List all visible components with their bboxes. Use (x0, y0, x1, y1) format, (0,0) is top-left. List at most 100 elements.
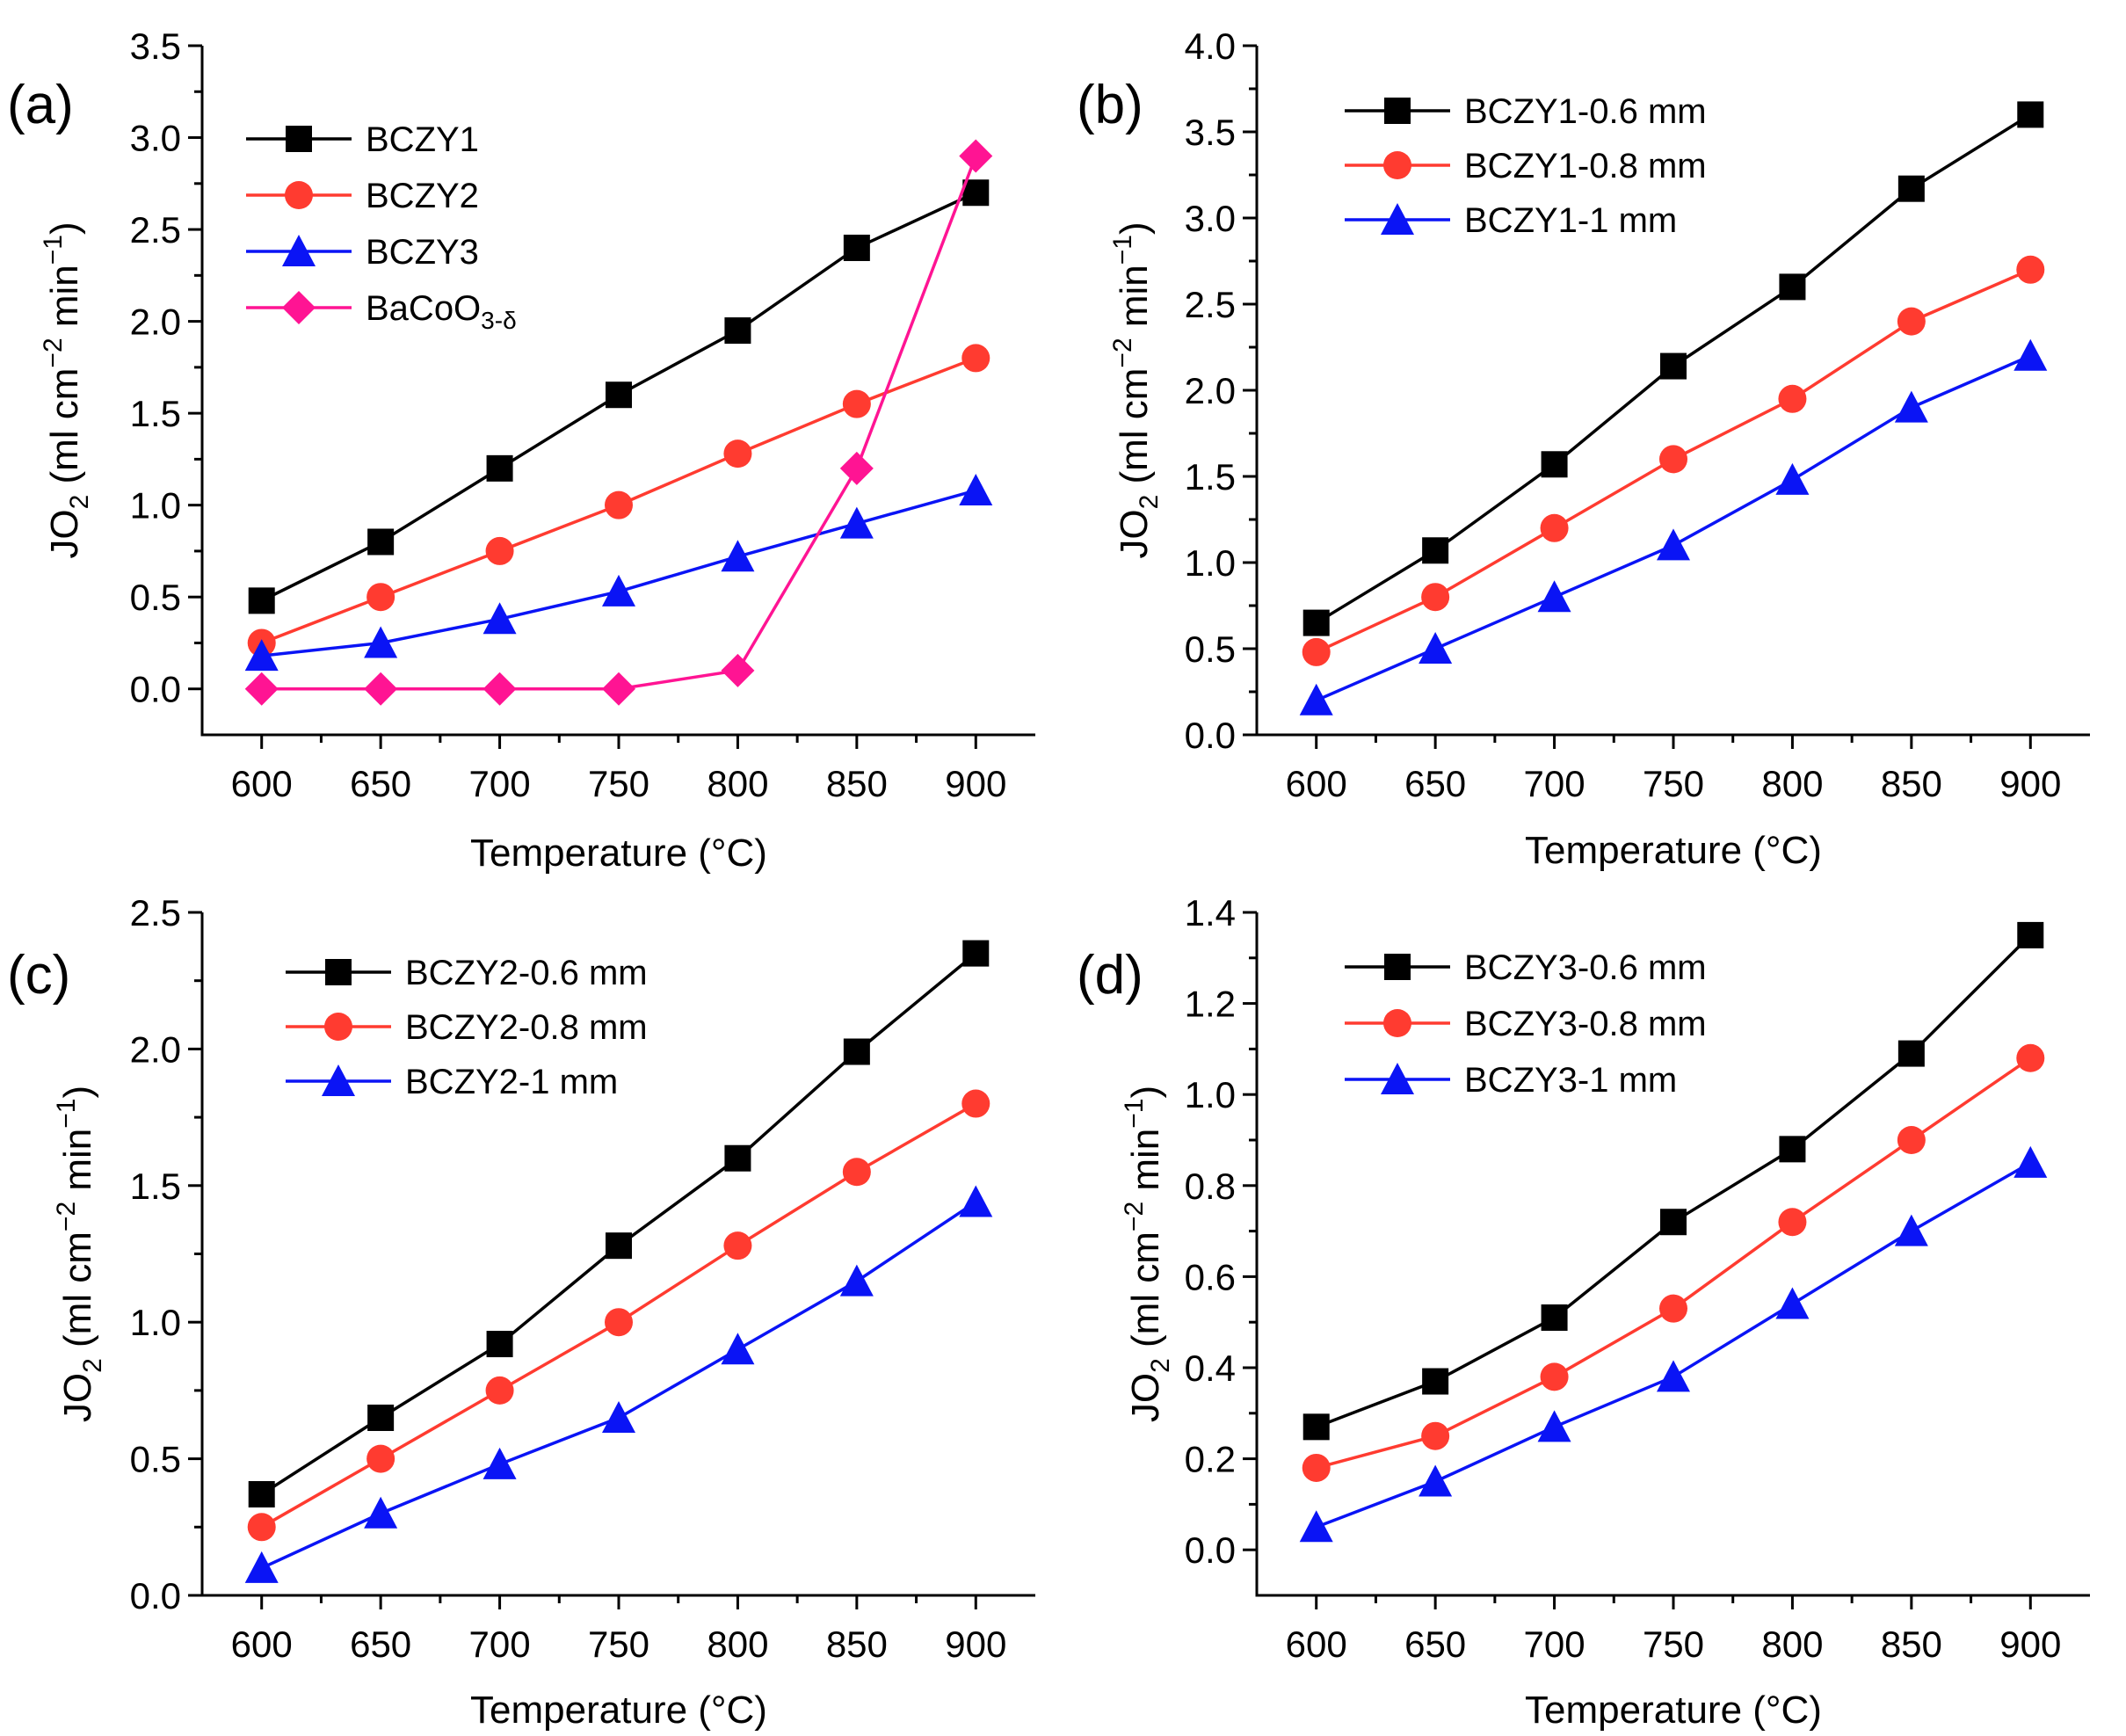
legend-marker (325, 959, 352, 985)
legend-item: BCZY3-1 mm (1345, 1061, 1677, 1100)
panel-label: (b) (1077, 75, 1143, 135)
x-tick-label: 750 (588, 763, 649, 804)
panel-label: (c) (7, 945, 70, 1006)
data-point (247, 1513, 276, 1542)
y-tick-label: 0.4 (1185, 1347, 1236, 1389)
legend-label: BCZY2 (366, 177, 479, 215)
y-tick-label: 1.0 (130, 485, 181, 527)
data-point (961, 1089, 990, 1118)
legend-item: BCZY1-0.8 mm (1345, 147, 1707, 185)
data-point (961, 344, 990, 373)
data-point (839, 451, 874, 485)
data-point (1657, 528, 1690, 561)
data-point (1775, 1287, 1810, 1319)
legend-item: BCZY3-0.8 mm (1345, 1005, 1707, 1043)
x-tick-label: 700 (469, 1623, 531, 1665)
data-point (483, 602, 517, 635)
legend-label: BCZY1-1 mm (1464, 201, 1677, 240)
data-point (1779, 1136, 1806, 1163)
data-point (1540, 513, 1569, 542)
y-tick-label: 0.2 (1185, 1439, 1236, 1480)
legend-marker (286, 126, 312, 152)
data-point (1660, 1209, 1687, 1236)
legend-marker (1383, 1009, 1411, 1037)
chart-panel-c: (c) 600 650 700 750 800 850 900 0.0 0.5 1.0 1.5 2.0 2… (7, 892, 1035, 1732)
legend-item: BCZY3 (246, 233, 479, 272)
legend: BCZY1-0.6 mm BCZY1-0.8 mm BCZY1-1 mm (1345, 92, 1707, 240)
data-point (1541, 451, 1568, 478)
x-tick-label: 700 (1524, 1623, 1585, 1665)
data-point (1894, 1214, 1928, 1246)
legend-label: BCZY3-1 mm (1464, 1061, 1677, 1100)
legend-item: BCZY3-0.6 mm (1345, 948, 1707, 987)
data-point (2016, 1043, 2045, 1072)
y-tick-label: 1.0 (130, 1302, 181, 1343)
data-point (483, 1447, 517, 1479)
legend-marker (1384, 98, 1411, 124)
data-point (1419, 632, 1453, 664)
data-point (1422, 1368, 1449, 1395)
data-point (1897, 1040, 1925, 1067)
x-tick-label: 800 (1761, 1623, 1823, 1665)
x-axis-title: Temperature (°C) (470, 832, 767, 875)
x-tick-label: 700 (1524, 763, 1585, 804)
y-tick-label: 0.5 (130, 1439, 181, 1480)
legend-label: BCZY1 (366, 120, 479, 159)
data-point (1779, 273, 1806, 301)
data-point (721, 653, 755, 687)
data-point (962, 179, 990, 207)
data-point (724, 1144, 751, 1172)
series-line (1316, 1057, 2032, 1470)
data-point (1778, 384, 1807, 413)
y-tick-label: 0.5 (130, 577, 181, 618)
legend-label: BCZY3-0.6 mm (1464, 948, 1707, 987)
legend-item: BCZY2-1 mm (286, 1063, 618, 1101)
data-point (244, 639, 279, 672)
x-tick-label: 650 (350, 763, 411, 804)
panel-label: (d) (1077, 945, 1143, 1006)
x-axis-title: Temperature (°C) (1525, 829, 1822, 872)
legend-item: BCZY2-0.6 mm (286, 954, 648, 992)
x-tick-label: 750 (1643, 1623, 1704, 1665)
data-point (1299, 1510, 1333, 1543)
data-point (1299, 683, 1333, 715)
series-bczy2-1-mm (244, 1185, 993, 1583)
data-point (1421, 583, 1450, 612)
panel-label: (a) (7, 75, 74, 135)
chart-panel-d: (d) 600 650 700 750 800 850 900 0.0 0.2 0.4 0.6 0.8 1… (1077, 892, 2090, 1732)
x-tick-label: 600 (231, 1623, 293, 1665)
data-point (605, 490, 633, 519)
data-point (1419, 1464, 1453, 1497)
legend-marker (1383, 151, 1411, 179)
series-bacoo (244, 139, 993, 706)
y-tick-label: 2.0 (130, 1028, 181, 1070)
legend-item: BCZY2-0.8 mm (286, 1008, 648, 1047)
data-point (367, 528, 395, 556)
data-point (483, 672, 517, 706)
legend-marker (282, 235, 316, 266)
data-point (1657, 1360, 1690, 1392)
data-point (721, 540, 755, 572)
series-bczy2-0-8-mm (247, 1089, 990, 1542)
series-bczy1 (248, 179, 990, 614)
legend: BCZY2-0.6 mm BCZY2-0.8 mm BCZY2-1 mm (286, 954, 648, 1101)
y-tick-label: 2.5 (130, 209, 181, 251)
data-point (1778, 1208, 1807, 1237)
y-tick-label: 0.0 (130, 1575, 181, 1616)
legend-marker (1381, 1063, 1414, 1094)
legend-marker (282, 291, 316, 324)
data-point (606, 1232, 632, 1260)
series-bczy3-0-8-mm (1302, 1043, 2045, 1482)
y-tick-label: 2.5 (130, 892, 181, 933)
y-tick-label: 0.0 (1185, 715, 1236, 756)
data-point (2017, 921, 2044, 948)
y-tick-label: 0.0 (130, 669, 181, 710)
data-point (843, 234, 870, 261)
data-point (1302, 1453, 1331, 1482)
data-point (367, 1404, 395, 1431)
chart-panel-b: (b) 600 650 700 750 800 850 900 0.0 0.5 1.0 1.5 2.0 2… (1077, 25, 2090, 872)
legend-item: BCZY1-0.6 mm (1345, 92, 1707, 131)
series-bczy2 (247, 344, 990, 657)
x-tick-label: 600 (1286, 1623, 1347, 1665)
